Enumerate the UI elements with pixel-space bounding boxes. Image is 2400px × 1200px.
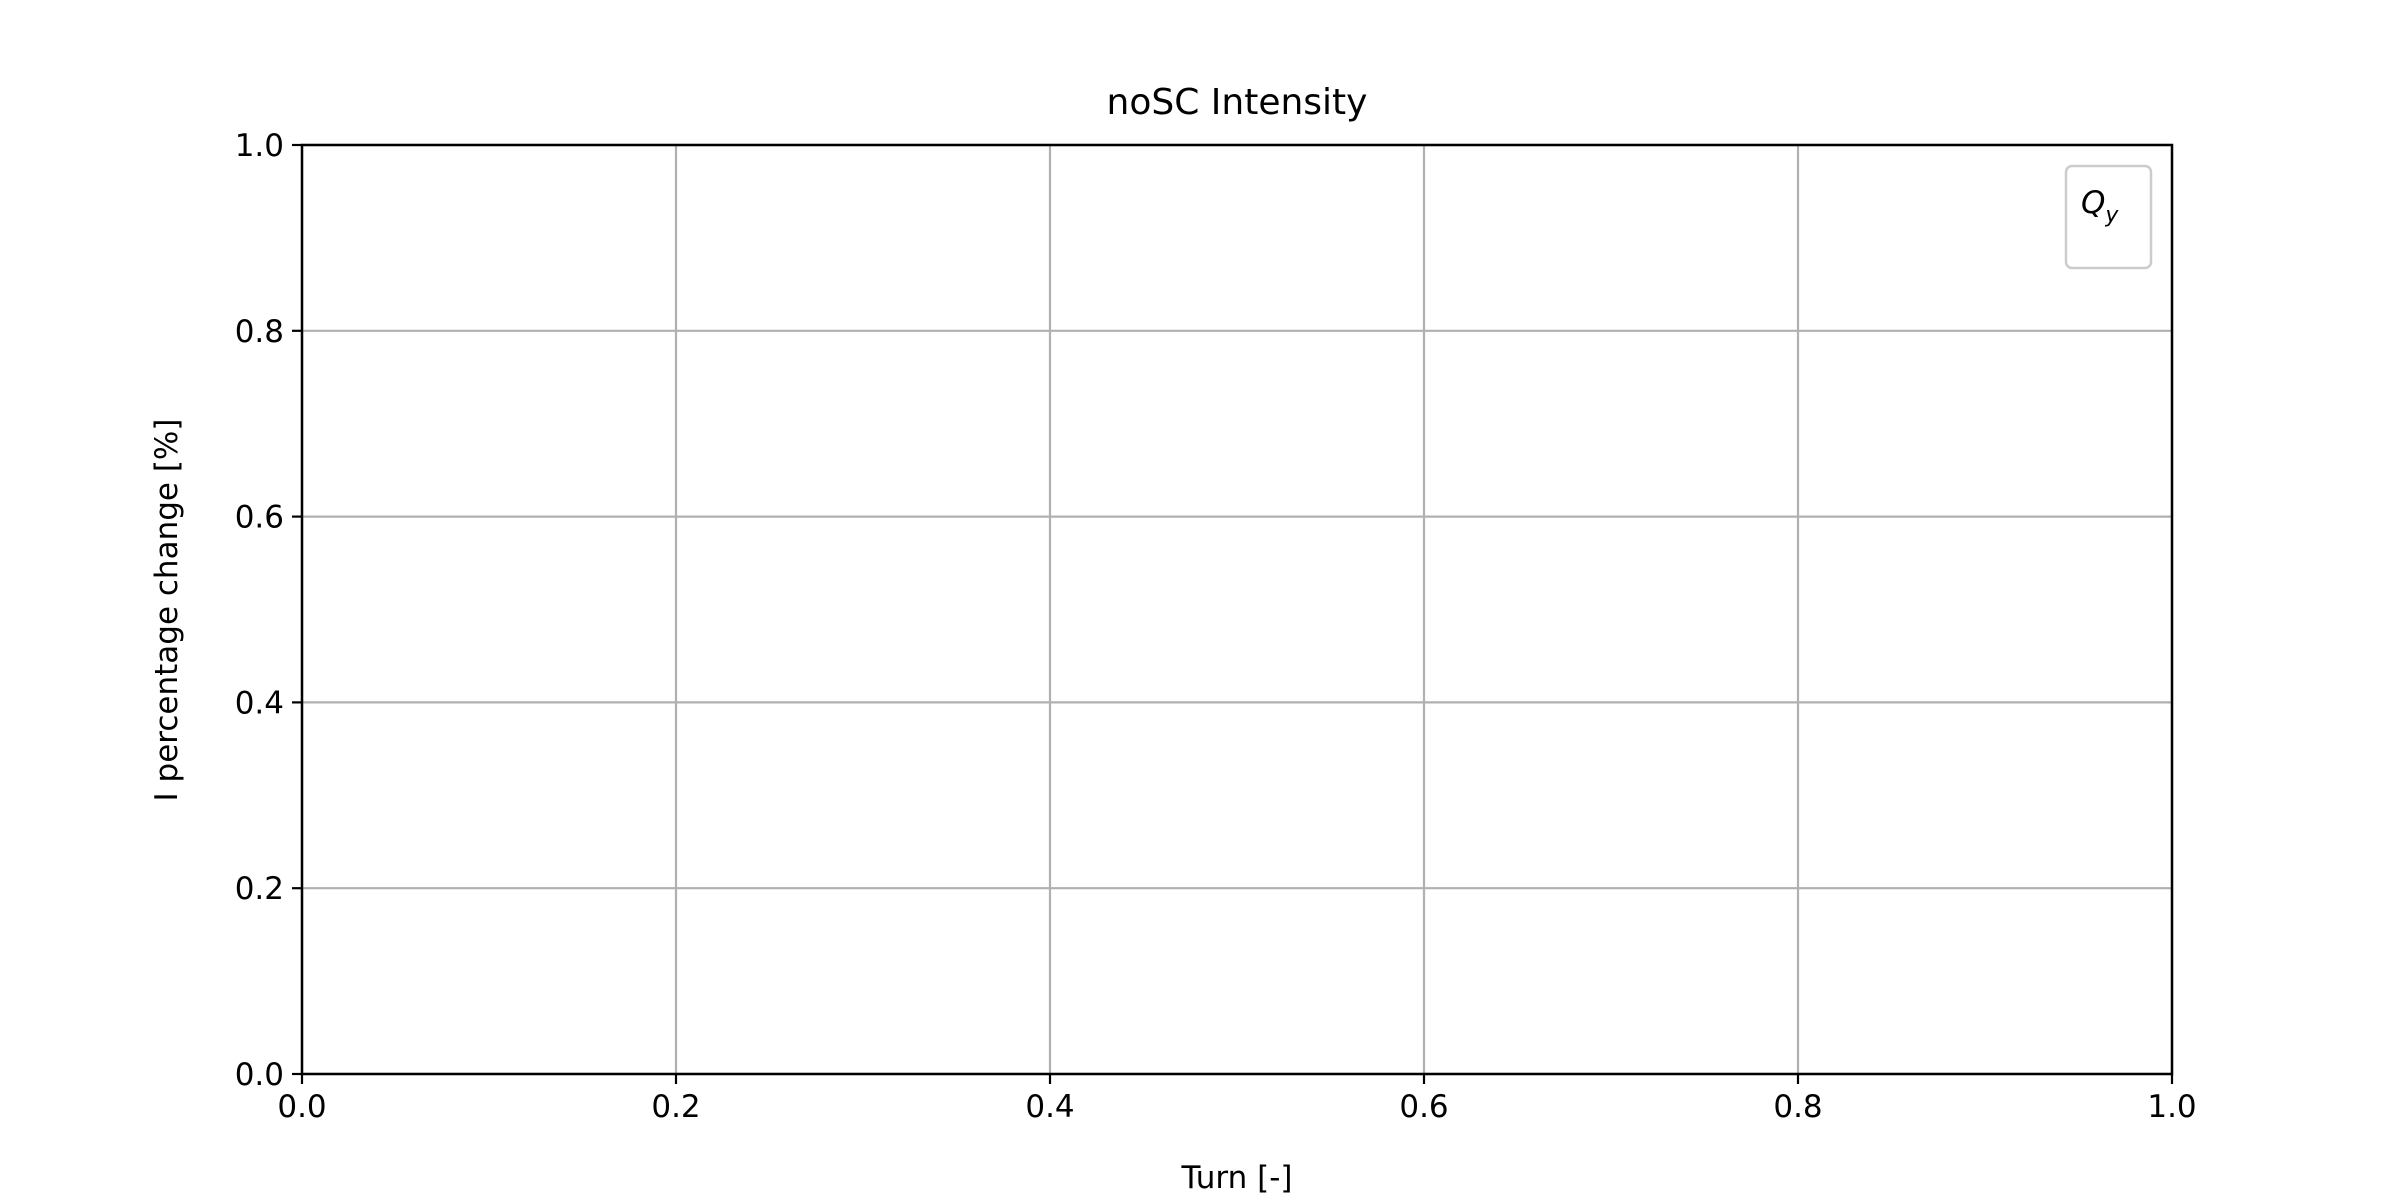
legend-entry-subscript: y: [2104, 203, 2119, 228]
chart-title: noSC Intensity: [1107, 82, 1368, 123]
x-tick-label: 0.2: [651, 1089, 700, 1125]
y-tick-label: 1.0: [235, 128, 284, 164]
x-tick-label: 1.0: [2147, 1089, 2196, 1125]
axis-ticks: 0.0 0.2 0.4 0.6 0.8 1.0 0.0 0.2 0.4 0.6 0.8 1.0: [235, 128, 2197, 1125]
x-axis-label: Turn [-]: [1181, 1160, 1293, 1196]
y-tick-label: 0.4: [235, 685, 284, 721]
legend-entry-label: Qy: [2081, 185, 2119, 228]
y-tick-label: 0.8: [235, 314, 284, 350]
y-tick-label: 0.2: [235, 871, 284, 907]
x-tick-label: 0.8: [1773, 1089, 1822, 1125]
plot-area-frame: [300, 143, 2174, 1076]
y-axis-label: I percentage change [%]: [149, 419, 185, 802]
x-tick-label: 0.4: [1025, 1089, 1074, 1125]
y-tick-label: 0.6: [235, 500, 284, 536]
legend: Qy: [2064, 164, 2153, 270]
legend-box: [2064, 164, 2153, 270]
x-tick-label: 0.6: [1399, 1089, 1448, 1125]
y-tick-label: 0.0: [235, 1057, 284, 1093]
x-tick-label: 0.0: [277, 1089, 326, 1125]
legend-entry-base: Q: [2081, 185, 2105, 221]
